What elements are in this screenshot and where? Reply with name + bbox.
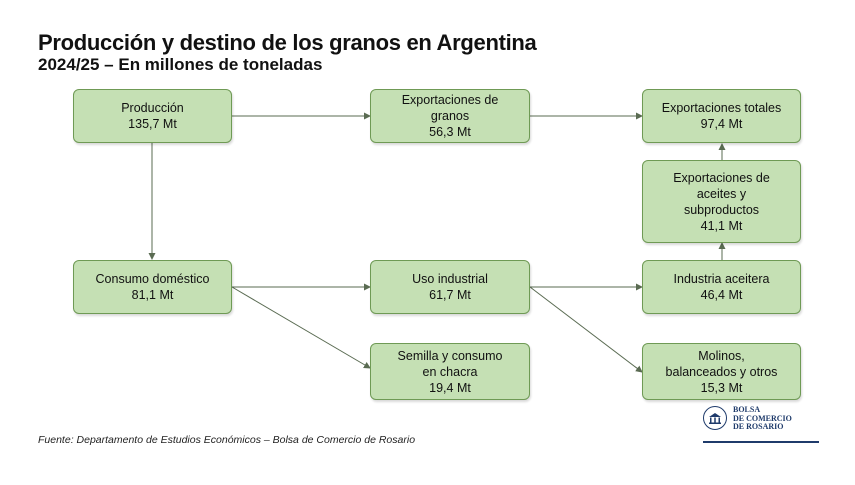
source-note: Fuente: Departamento de Estudios Económi… (38, 434, 416, 446)
node-semilla-line2: en chacra (422, 364, 478, 379)
node-export-totales: Exportaciones totales 97,4 Mt (642, 89, 801, 143)
node-semilla: Semilla y consumo en chacra 19,4 Mt (370, 343, 530, 400)
bcr-logo-line1: BOLSA (733, 405, 761, 414)
node-produccion-label: Producción (121, 101, 184, 115)
node-uso-industrial-value: 61,7 Mt (429, 288, 471, 302)
node-industria-aceitera: Industria aceitera 46,4 Mt (642, 260, 801, 314)
node-export-granos-value: 56,3 Mt (429, 125, 471, 139)
node-semilla-value: 19,4 Mt (429, 380, 471, 395)
node-export-aceites-line3: subproductos (683, 202, 760, 217)
node-export-granos: Exportaciones de granos 56,3 Mt (370, 89, 530, 143)
bcr-logo: BOLSA DE COMERCIO DE ROSARIO (703, 404, 819, 444)
node-semilla-line1: Semilla y consumo (397, 348, 503, 363)
node-industria-aceitera-value: 46,4 Mt (700, 288, 743, 302)
node-consumo-value: 81,1 Mt (131, 288, 174, 302)
node-consumo-label: Consumo doméstico (95, 272, 210, 286)
node-export-aceites-value: 41,1 Mt (700, 218, 743, 233)
node-uso-industrial: Uso industrial 61,7 Mt (370, 260, 530, 314)
diagram-title: Producción y destino de los granos en Ar… (38, 30, 537, 55)
node-molinos-value: 15,3 Mt (700, 380, 743, 395)
node-molinos-line1: Molinos, (698, 348, 745, 363)
node-export-aceites-line1: Exportaciones de (673, 170, 770, 185)
node-export-aceites: Exportaciones de aceites y subproductos … (642, 160, 801, 243)
bcr-seal-icon (703, 406, 727, 430)
arrow-uso-molinos (529, 286, 643, 373)
bcr-logo-line2: DE COMERCIO (733, 413, 792, 423)
arrow-consumo-semilla (231, 286, 371, 369)
node-industria-aceitera-label: Industria aceitera (673, 272, 770, 286)
node-export-granos-line2: granos (430, 109, 470, 123)
node-molinos-line2: balanceados y otros (665, 364, 778, 379)
node-produccion: Producción 135,7 Mt (73, 89, 232, 143)
node-uso-industrial-label: Uso industrial (412, 272, 488, 286)
node-molinos: Molinos, balanceados y otros 15,3 Mt (642, 343, 801, 400)
bcr-logo-text: BOLSA DE COMERCIO DE ROSARIO (733, 405, 792, 432)
node-export-totales-value: 97,4 Mt (700, 117, 743, 131)
node-consumo-domestico: Consumo doméstico 81,1 Mt (73, 260, 232, 314)
node-export-totales-label: Exportaciones totales (661, 101, 782, 115)
node-produccion-value: 135,7 Mt (128, 117, 177, 131)
node-export-aceites-line2: aceites y (696, 186, 747, 201)
node-export-granos-line1: Exportaciones de (401, 93, 499, 107)
bcr-logo-line3: DE ROSARIO (733, 422, 784, 431)
diagram-subtitle: 2024/25 – En millones de toneladas (38, 55, 323, 74)
bcr-logo-bar (703, 441, 819, 443)
